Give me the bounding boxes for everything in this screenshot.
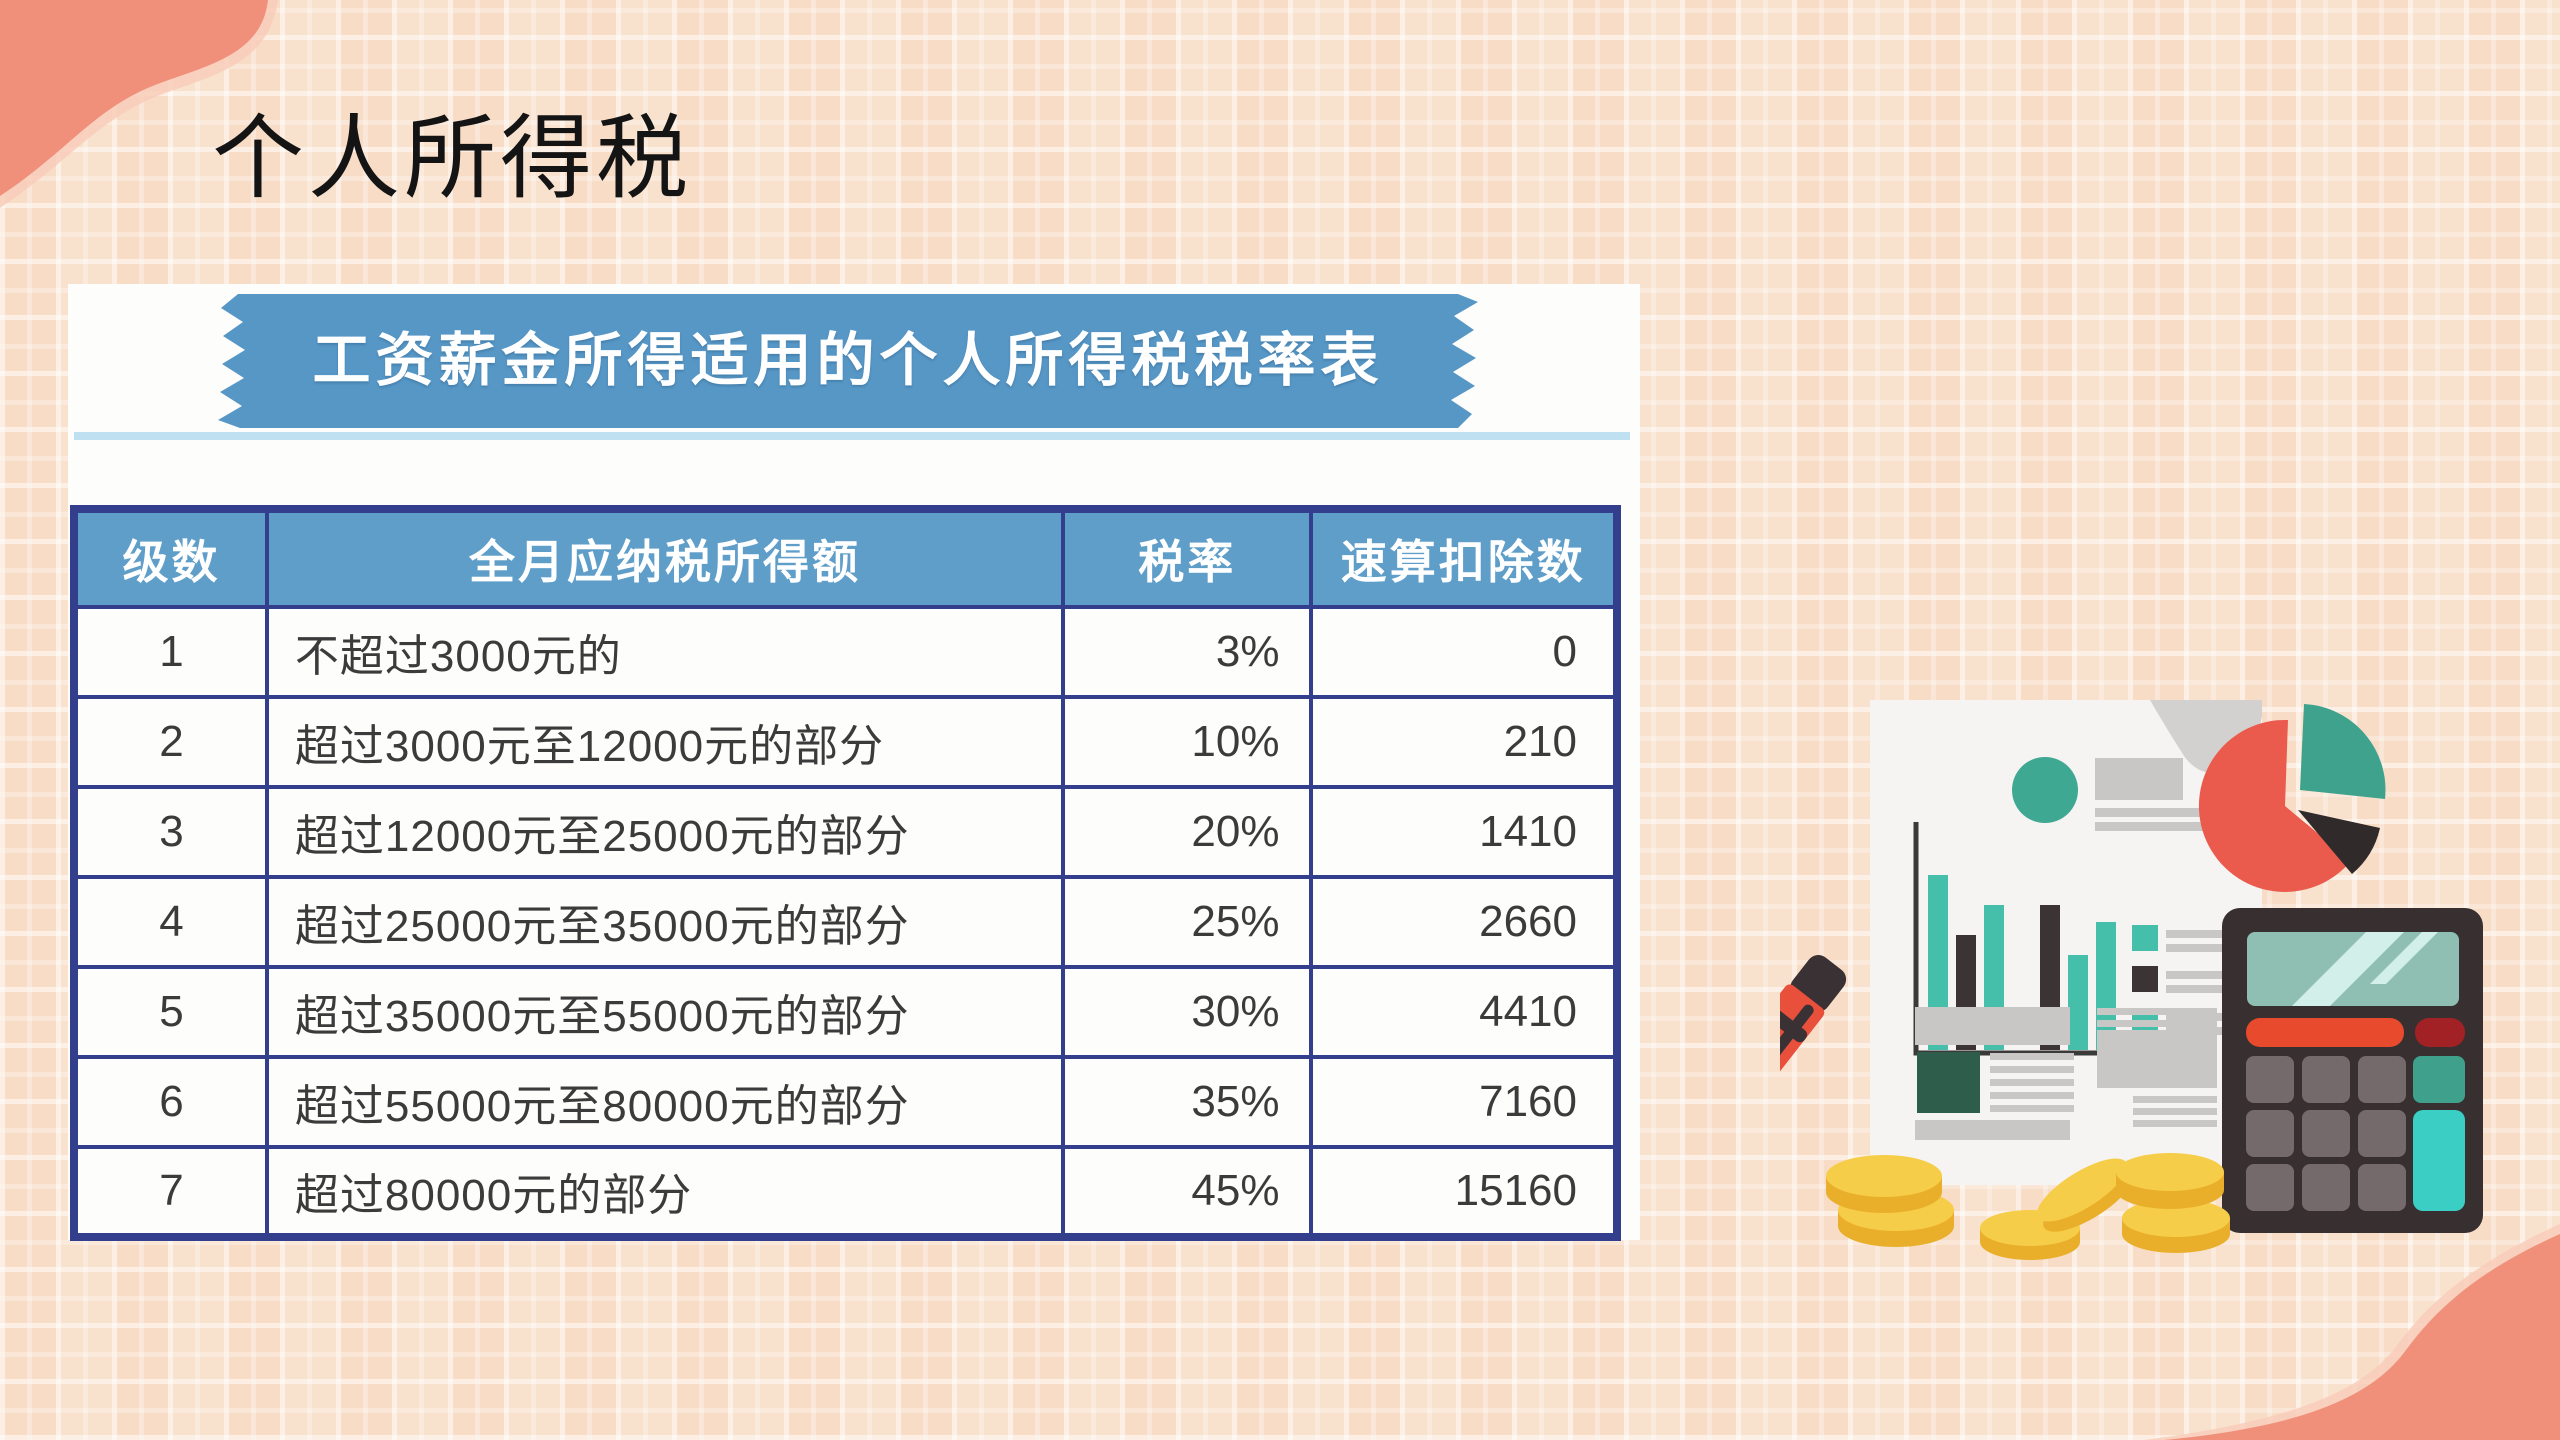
table-row: 3 超过12000元至25000元的部分 20% 1410: [72, 785, 1619, 879]
cell-deduction: 2660: [1309, 875, 1619, 969]
table-row: 4 超过25000元至35000元的部分 25% 2660: [72, 875, 1619, 969]
cell-rate: 10%: [1061, 695, 1314, 789]
cell-level: 7: [72, 1145, 269, 1239]
cell-deduction: 0: [1309, 605, 1619, 699]
table-row: 6 超过55000元至80000元的部分 35% 7160: [72, 1055, 1619, 1149]
cell-level: 5: [72, 965, 269, 1059]
table-header-row: 级数 全月应纳税所得额 税率 速算扣除数: [72, 507, 1619, 609]
cell-rate: 45%: [1061, 1145, 1314, 1239]
table-row: 2 超过3000元至12000元的部分 10% 210: [72, 695, 1619, 789]
cell-deduction: 4410: [1309, 965, 1619, 1059]
coins-icon: [1826, 1153, 2230, 1260]
cell-rate: 20%: [1061, 785, 1314, 879]
cell-level: 6: [72, 1055, 269, 1149]
table-row: 7 超过80000元的部分 45% 15160: [72, 1145, 1619, 1239]
finance-illustration: [1780, 700, 2483, 1260]
page-title: 个人所得税: [212, 108, 693, 210]
cell-bracket: 超过25000元至35000元的部分: [264, 875, 1066, 969]
pen-icon: [1780, 955, 1847, 1177]
cell-bracket: 超过3000元至12000元的部分: [264, 695, 1066, 789]
pie-chart-icon: [2198, 704, 2386, 892]
cell-rate: 35%: [1061, 1055, 1314, 1149]
cell-bracket: 超过55000元至80000元的部分: [264, 1055, 1066, 1149]
col-header-deduction: 速算扣除数: [1309, 507, 1619, 609]
cell-deduction: 7160: [1309, 1055, 1619, 1149]
cell-level: 4: [72, 875, 269, 969]
banner-title: 工资薪金所得适用的个人所得税税率表: [312, 328, 1384, 393]
cell-deduction: 1410: [1309, 785, 1619, 879]
cell-level: 3: [72, 785, 269, 879]
cell-bracket: 超过35000元至55000元的部分: [264, 965, 1066, 1059]
table-row: 5 超过35000元至55000元的部分 30% 4410: [72, 965, 1619, 1059]
cell-deduction: 15160: [1309, 1145, 1619, 1239]
col-header-bracket: 全月应纳税所得额: [264, 507, 1066, 609]
table-row: 1 不超过3000元的 3% 0: [72, 605, 1619, 699]
calculator-icon: [2222, 908, 2483, 1233]
col-header-level: 级数: [72, 507, 269, 609]
cell-bracket: 超过80000元的部分: [264, 1145, 1066, 1239]
table-banner-ribbon: 工资薪金所得适用的个人所得税税率表: [218, 294, 1478, 428]
cell-deduction: 210: [1309, 695, 1619, 789]
table-panel: 工资薪金所得适用的个人所得税税率表 级数 全月应纳税所得额 税率 速算扣除数 1…: [68, 284, 1640, 1241]
cell-bracket: 超过12000元至25000元的部分: [264, 785, 1066, 879]
cell-level: 2: [72, 695, 269, 789]
col-header-rate: 税率: [1061, 507, 1314, 609]
cell-level: 1: [72, 605, 269, 699]
cell-bracket: 不超过3000元的: [264, 605, 1066, 699]
tax-rate-table: 级数 全月应纳税所得额 税率 速算扣除数 1 不超过3000元的 3% 0 2 …: [70, 505, 1621, 1241]
cell-rate: 30%: [1061, 965, 1314, 1059]
cell-rate: 3%: [1061, 605, 1314, 699]
cell-rate: 25%: [1061, 875, 1314, 969]
banner-underline: [74, 432, 1630, 440]
bar-chart-icon: [1913, 757, 2226, 1140]
